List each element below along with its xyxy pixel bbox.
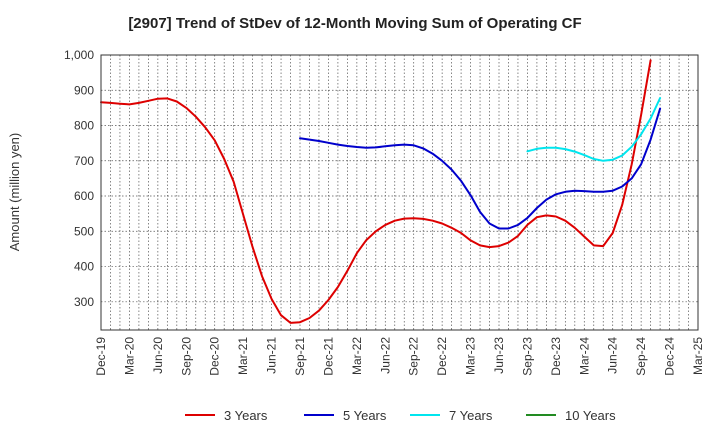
y-axis-label: Amount (million yen) bbox=[7, 133, 22, 252]
y-ticks: 300 400 500 600 700 800 900 1,000 bbox=[64, 48, 94, 309]
x-tick-label: Sep-22 bbox=[407, 337, 421, 376]
y-tick-label: 800 bbox=[74, 119, 94, 133]
x-tick-label: Sep-24 bbox=[634, 337, 648, 376]
y-tick-label: 300 bbox=[74, 295, 94, 309]
x-ticks: Dec-19 Mar-20 Jun-20 Sep-20 Dec-20 Mar-21 Jun-… bbox=[94, 337, 705, 376]
x-tick-label: Jun-20 bbox=[151, 337, 165, 374]
x-tick-label: Dec-19 bbox=[94, 337, 108, 376]
y-tick-label: 1,000 bbox=[64, 48, 94, 62]
x-tick-label: Jun-23 bbox=[492, 337, 506, 374]
x-tick-label: Mar-25 bbox=[691, 337, 705, 375]
series-line-7-years bbox=[526, 97, 662, 162]
x-tick-label: Jun-24 bbox=[606, 337, 620, 374]
x-tick-label: Mar-22 bbox=[350, 337, 364, 375]
series-lines bbox=[100, 59, 662, 324]
plot-border bbox=[100, 54, 699, 331]
x-tick-label: Dec-22 bbox=[435, 337, 449, 376]
series-line-5-years bbox=[299, 107, 662, 230]
y-tick-label: 700 bbox=[74, 154, 94, 168]
legend-label: 5 Years bbox=[343, 408, 387, 423]
x-tick-label: Mar-21 bbox=[236, 337, 250, 375]
plot-area bbox=[101, 55, 698, 330]
x-tick-label: Mar-24 bbox=[577, 337, 591, 375]
x-tick-label: Dec-20 bbox=[208, 337, 222, 376]
x-tick-label: Jun-22 bbox=[378, 337, 392, 374]
legend-label: 3 Years bbox=[224, 408, 268, 423]
x-tick-label: Jun-21 bbox=[265, 337, 279, 374]
x-tick-label: Dec-24 bbox=[663, 337, 677, 376]
x-tick-label: Sep-20 bbox=[179, 337, 193, 376]
chart-title: [2907] Trend of StDev of 12-Month Moving… bbox=[128, 15, 581, 32]
grid-lines bbox=[101, 54, 698, 330]
y-tick-label: 500 bbox=[74, 224, 94, 238]
y-tick-label: 900 bbox=[74, 83, 94, 97]
legend-label: 10 Years bbox=[565, 408, 616, 423]
y-tick-label: 600 bbox=[74, 189, 94, 203]
x-tick-label: Sep-23 bbox=[520, 337, 534, 376]
x-tick-label: Sep-21 bbox=[293, 337, 307, 376]
legend: 3 Years 5 Years 7 Years 10 Years bbox=[185, 408, 616, 423]
x-tick-label: Mar-23 bbox=[464, 337, 478, 375]
series-line-3-years bbox=[100, 59, 652, 324]
y-tick-label: 400 bbox=[74, 260, 94, 274]
legend-label: 7 Years bbox=[449, 408, 493, 423]
x-tick-label: Dec-23 bbox=[549, 337, 563, 376]
x-tick-label: Mar-20 bbox=[122, 337, 136, 375]
x-tick-label: Dec-21 bbox=[321, 337, 335, 376]
